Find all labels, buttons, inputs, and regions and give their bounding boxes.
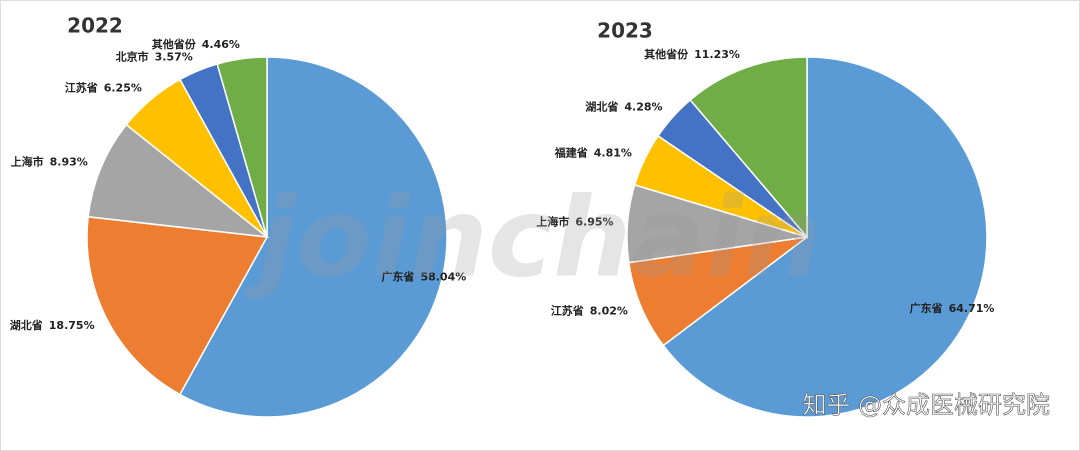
- pie-slice: [86, 215, 269, 396]
- category-label: 湖北省: [10, 318, 43, 332]
- value-label: 64.71%: [949, 302, 995, 315]
- category-label: 江苏省: [65, 81, 98, 95]
- pie-slice: [689, 56, 808, 240]
- value-label: 4.28%: [624, 101, 662, 114]
- pies: 2022 广东省 58.04% 湖北省 18.75% 上海市 8.93% 江苏省 6.25% 北京…: [10, 14, 995, 418]
- slice-label: 上海市 6.95%: [536, 214, 613, 228]
- slice-label: 湖北省 4.28%: [585, 100, 662, 114]
- slice-label: 江苏省 6.25%: [65, 81, 142, 95]
- value-label: 4.81%: [594, 146, 632, 159]
- slice-label: 北京市 3.57%: [116, 50, 193, 64]
- category-label: 上海市: [536, 214, 569, 228]
- value-label: 4.46%: [202, 38, 240, 51]
- slice-label: 其他省份 11.23%: [644, 47, 740, 61]
- category-label: 湖北省: [585, 100, 618, 114]
- value-label: 6.95%: [575, 215, 613, 228]
- value-label: 18.75%: [49, 319, 95, 332]
- category-label: 北京市: [116, 50, 149, 64]
- category-label: 广东省: [381, 269, 414, 283]
- pie-slice: [178, 56, 448, 418]
- category-label: 江苏省: [551, 304, 584, 318]
- watermark: joinchain: [243, 173, 821, 301]
- pie-slice: [216, 56, 268, 238]
- category-label: 福建省: [554, 145, 588, 159]
- slice-label: 江苏省 8.02%: [551, 304, 628, 318]
- pie-slice: [662, 56, 988, 418]
- pie-slice: [627, 236, 808, 347]
- category-label: 其他省份: [152, 37, 197, 51]
- value-label: 58.04%: [420, 270, 466, 283]
- value-label: 8.93%: [50, 156, 88, 169]
- slice-label: 上海市 8.93%: [11, 155, 88, 169]
- category-label: 其他省份: [644, 47, 689, 61]
- category-label: 上海市: [11, 155, 44, 169]
- value-label: 6.25%: [104, 82, 142, 95]
- pie-slice: [87, 123, 270, 239]
- slice-label: 福建省 4.81%: [554, 145, 632, 159]
- chart-title: 2022: [67, 14, 123, 38]
- slice-label: 广东省 58.04%: [381, 269, 466, 283]
- value-label: 8.02%: [590, 305, 628, 318]
- value-label: 11.23%: [694, 48, 740, 61]
- category-label: 广东省: [910, 301, 943, 315]
- attribution: 知乎 @众成医械研究院: [802, 391, 1050, 419]
- slice-label: 广东省 64.71%: [910, 301, 995, 315]
- chart-title: 2023: [597, 19, 653, 43]
- value-label: 3.57%: [155, 51, 193, 64]
- slice-label: 湖北省 18.75%: [10, 318, 95, 332]
- slice-label: 其他省份 4.46%: [152, 37, 240, 51]
